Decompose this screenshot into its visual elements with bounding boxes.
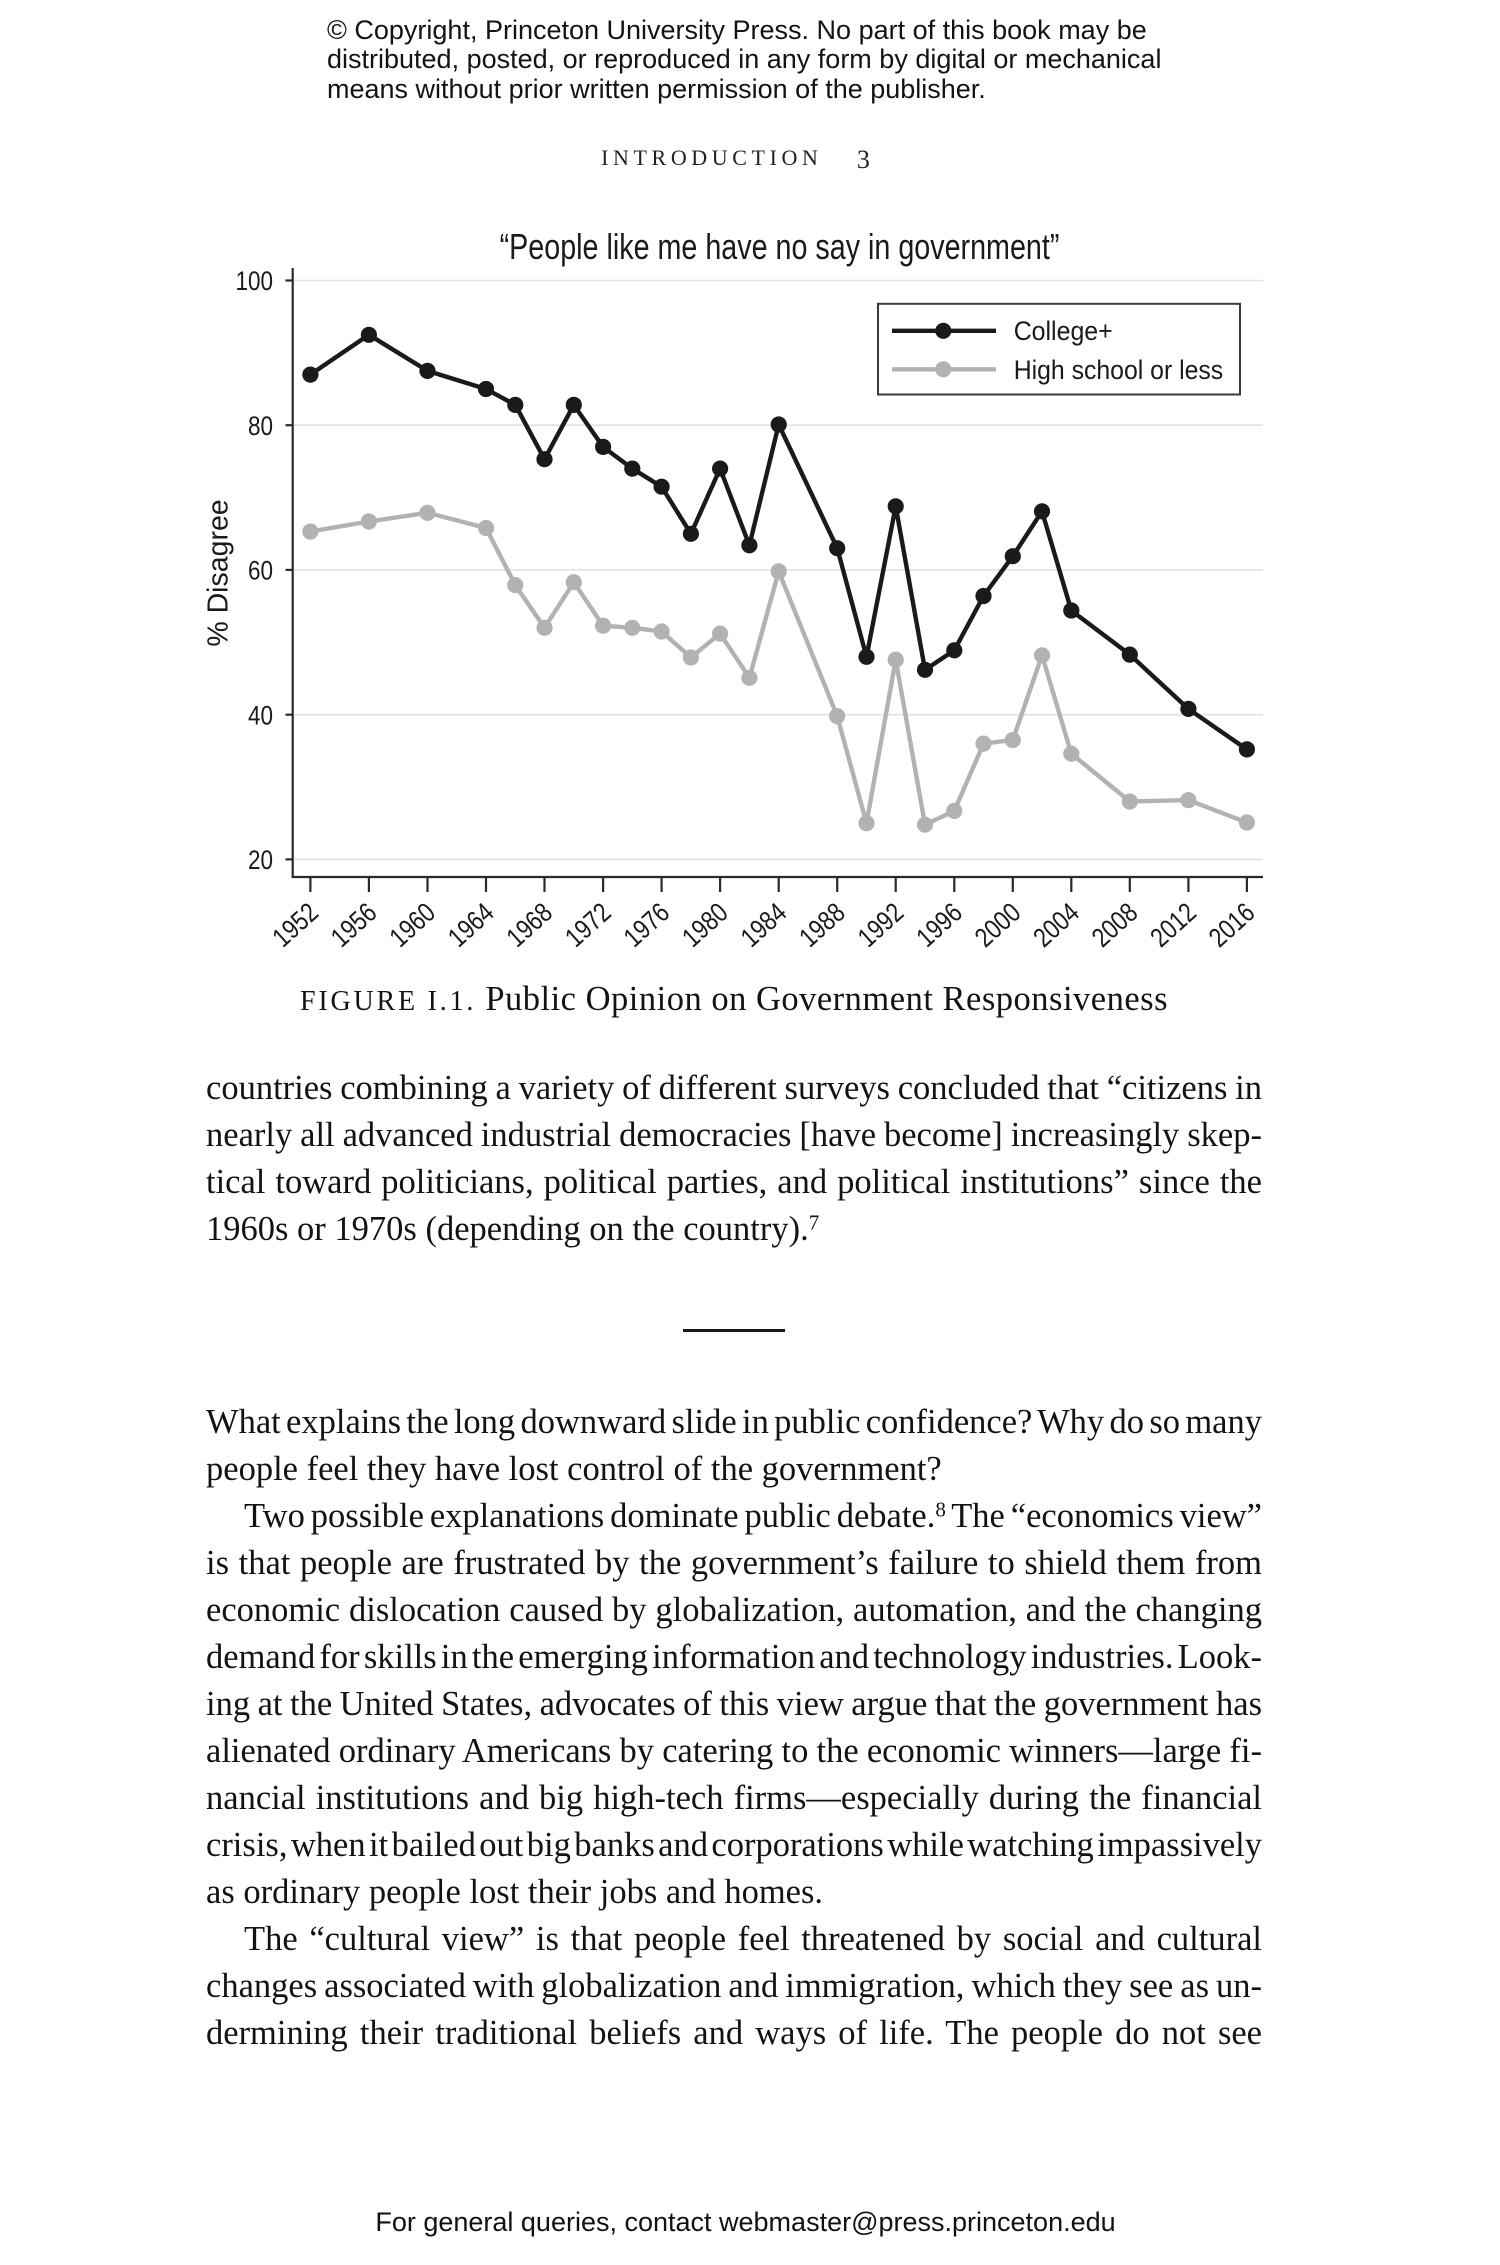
svg-text:1980: 1980 <box>676 896 734 952</box>
svg-text:1984: 1984 <box>734 896 792 952</box>
svg-text:1968: 1968 <box>500 896 558 952</box>
svg-text:College+: College+ <box>1014 315 1113 346</box>
svg-text:1972: 1972 <box>559 896 617 952</box>
svg-text:2000: 2000 <box>968 896 1026 952</box>
svg-text:1952: 1952 <box>266 896 324 952</box>
svg-text:20: 20 <box>248 844 273 875</box>
svg-text:High school or less: High school or less <box>1014 354 1223 385</box>
svg-text:1960: 1960 <box>383 896 441 952</box>
svg-text:1956: 1956 <box>325 896 383 952</box>
svg-text:1964: 1964 <box>442 896 500 952</box>
svg-text:1996: 1996 <box>910 896 968 952</box>
svg-text:80: 80 <box>248 410 273 441</box>
svg-text:1988: 1988 <box>793 896 851 952</box>
svg-text:40: 40 <box>248 699 273 730</box>
svg-text:60: 60 <box>248 555 273 586</box>
svg-text:2004: 2004 <box>1027 896 1085 952</box>
svg-text:1976: 1976 <box>617 896 675 952</box>
svg-text:2016: 2016 <box>1203 896 1261 952</box>
svg-text:2012: 2012 <box>1144 896 1202 952</box>
svg-text:2008: 2008 <box>1085 896 1143 952</box>
svg-text:1992: 1992 <box>851 896 909 952</box>
svg-text:100: 100 <box>236 265 274 296</box>
